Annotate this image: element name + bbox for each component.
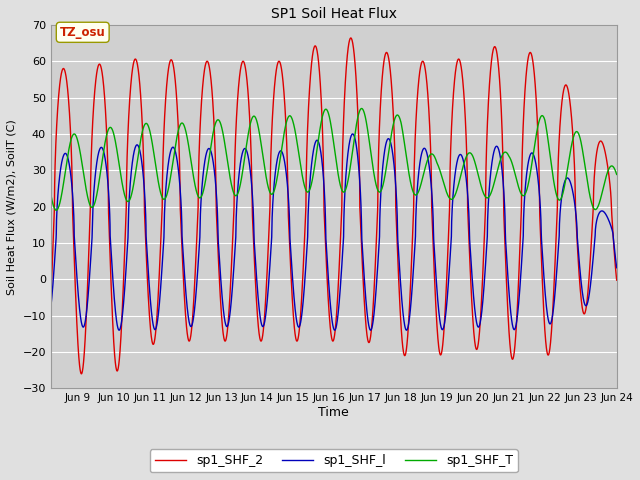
sp1_SHF_2 bbox=[613, 277, 621, 283]
Legend: sp1_SHF_2, sp1_SHF_l, sp1_SHF_T: sp1_SHF_2, sp1_SHF_l, sp1_SHF_T bbox=[150, 449, 518, 472]
sp1_SHF_T bbox=[284, 115, 292, 120]
sp1_SHF_l bbox=[456, 152, 463, 157]
sp1_SHF_T bbox=[311, 160, 319, 166]
sp1_SHF_2 bbox=[347, 35, 355, 41]
sp1_SHF_l bbox=[349, 131, 356, 137]
sp1_SHF_l bbox=[567, 180, 575, 186]
sp1_SHF_l bbox=[595, 210, 603, 216]
X-axis label: Time: Time bbox=[318, 406, 349, 419]
Y-axis label: Soil Heat Flux (W/m2), SoilT (C): Soil Heat Flux (W/m2), SoilT (C) bbox=[7, 119, 17, 295]
sp1_SHF_l bbox=[280, 153, 287, 159]
sp1_SHF_T bbox=[613, 171, 621, 177]
sp1_SHF_2 bbox=[284, 207, 292, 213]
sp1_SHF_T bbox=[358, 106, 365, 111]
Text: TZ_osu: TZ_osu bbox=[60, 26, 106, 39]
sp1_SHF_2 bbox=[280, 84, 287, 90]
Title: SP1 Soil Heat Flux: SP1 Soil Heat Flux bbox=[271, 7, 397, 21]
sp1_SHF_2 bbox=[77, 371, 85, 377]
sp1_SHF_l bbox=[311, 141, 319, 146]
sp1_SHF_l bbox=[613, 265, 621, 271]
sp1_SHF_T bbox=[567, 147, 575, 153]
sp1_SHF_l bbox=[38, 284, 45, 290]
sp1_SHF_T bbox=[280, 134, 287, 140]
sp1_SHF_2 bbox=[311, 43, 319, 49]
sp1_SHF_l bbox=[331, 327, 339, 333]
sp1_SHF_T bbox=[595, 200, 603, 206]
sp1_SHF_2 bbox=[456, 58, 463, 63]
sp1_SHF_T bbox=[52, 207, 60, 213]
Line: sp1_SHF_T: sp1_SHF_T bbox=[42, 108, 617, 210]
sp1_SHF_2 bbox=[595, 139, 603, 145]
sp1_SHF_T bbox=[38, 138, 45, 144]
sp1_SHF_l bbox=[284, 189, 292, 194]
sp1_SHF_2 bbox=[567, 106, 575, 111]
Line: sp1_SHF_l: sp1_SHF_l bbox=[42, 134, 617, 330]
Line: sp1_SHF_2: sp1_SHF_2 bbox=[42, 38, 617, 374]
sp1_SHF_2 bbox=[38, 324, 45, 330]
sp1_SHF_T bbox=[456, 177, 463, 182]
